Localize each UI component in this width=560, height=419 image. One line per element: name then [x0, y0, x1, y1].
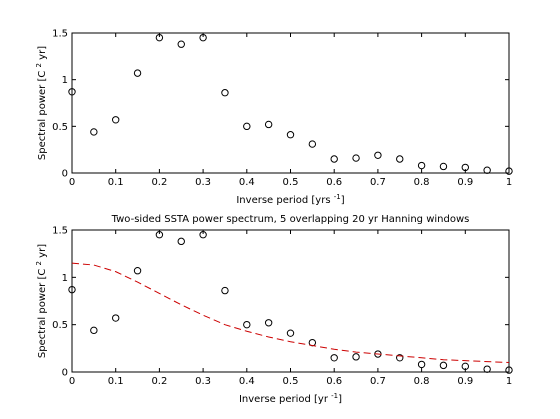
- chart-1-series-1-point: [286, 131, 295, 139]
- chart-2-xtick-label: 0.8: [414, 376, 430, 387]
- chart-1-xtick-label: 1: [506, 177, 512, 188]
- chart-1-ytick-label: 0.5: [52, 122, 68, 133]
- chart-1-xtick-label: 0.9: [457, 177, 473, 188]
- chart-1-series-1-point: [243, 122, 251, 131]
- chart-1-xtick-label: 0.1: [108, 177, 124, 188]
- chart-1-series-1-point: [155, 33, 164, 42]
- chart-2-series-1-point: [396, 354, 404, 362]
- chart-2-series-1-point: [199, 231, 207, 239]
- chart-2-series-1-point: [505, 366, 513, 374]
- chart-2-series-1-point: [417, 360, 426, 369]
- chart-2-ylabel: Spectral power [C 2 yr]: [35, 244, 48, 358]
- chart-2-ytick-label: 0: [62, 368, 68, 379]
- chart-2-series-1-point: [330, 354, 338, 362]
- chart-1-series-1-point: [417, 161, 426, 170]
- chart-1-series-1-point: [90, 128, 98, 136]
- chart-2-series-1-point: [264, 319, 273, 327]
- chart-2: 0 0.1 0.2 0.3 0.4 0.5 0.6 0.7 0.8 0.9 1 0 0.5 1 1.5 Inv…: [35, 214, 513, 405]
- chart-2-xtick-label: 0.1: [108, 376, 124, 387]
- chart-1-ytick-label: 1.5: [52, 29, 68, 40]
- chart-1-xtick-label: 0.7: [370, 177, 386, 188]
- chart-1-series-1-point: [112, 116, 120, 124]
- chart-2-ytick-label: 0.5: [52, 320, 68, 331]
- chart-1: 0 0.1 0.2 0.3 0.4 0.5 0.6 0.7 0.8 0.9 1 0 0.5 1 1.5 Inv…: [35, 29, 513, 206]
- chart-1-series-1-point: [483, 166, 491, 174]
- chart-2-xtick-label: 0: [69, 376, 75, 387]
- chart-2-series-1-point: [133, 267, 142, 275]
- chart-1-xtick-label: 0.5: [283, 177, 299, 188]
- chart-2-xtick-label: 0.4: [239, 376, 255, 387]
- chart-2-series-1-point: [177, 237, 185, 246]
- chart-1-xtick-label: 0.4: [239, 177, 255, 188]
- chart-1-series-1-point: [396, 155, 404, 163]
- chart-2-series-1-point: [155, 231, 164, 239]
- chart-2-series-1-point: [483, 365, 491, 373]
- chart-1-ytick-label: 1: [62, 75, 68, 86]
- chart-1-series-1-point: [264, 120, 273, 129]
- chart-1-xtick-label: 0.2: [151, 177, 167, 188]
- chart-2-xtick-label: 0.5: [283, 376, 299, 387]
- chart-2-ytick-label: 1.5: [52, 226, 68, 237]
- chart-2-series-1-point: [461, 362, 469, 371]
- chart-1-xtick-label: 0.8: [414, 177, 430, 188]
- chart-2-xtick-label: 0.2: [151, 376, 167, 387]
- chart-2-xlabel: Inverse period [yr -1]: [239, 392, 342, 405]
- chart-2-series-1-point: [439, 361, 448, 370]
- chart-2-axes-frame: [71, 229, 510, 373]
- chart-2-xtick-label: 0.7: [370, 376, 386, 387]
- chart-1-series-1-point: [221, 89, 229, 97]
- chart-2-series-1-point: [68, 285, 76, 294]
- chart-2-series-1-point: [221, 286, 229, 295]
- chart-2-series-1-point: [286, 329, 295, 337]
- chart-1-series-1-point: [505, 167, 513, 175]
- chart-1-xlabel: Inverse period [yrs -1]: [236, 193, 344, 206]
- chart-2-xtick-label: 0.9: [457, 376, 473, 387]
- chart-2-ytick-label: 1: [62, 273, 68, 284]
- chart-1-series-1-point: [133, 69, 142, 77]
- chart-1-series-1-point: [330, 155, 338, 163]
- chart-2-series-1-point: [352, 353, 360, 361]
- chart-2-xtick-label: 0.3: [195, 376, 211, 387]
- chart-2-xtick-label: 0.6: [326, 376, 342, 387]
- chart-2-series-1-point: [112, 314, 120, 322]
- chart-2-series-1-point: [90, 326, 98, 335]
- chart-1-series-1-point: [439, 162, 448, 171]
- chart-1-xtick-label: 0.6: [326, 177, 342, 188]
- chart-1-series-1-point: [199, 33, 207, 42]
- chart-1-series-1-point: [68, 88, 76, 96]
- chart-1-xtick-label: 0: [69, 177, 75, 188]
- chart-1-series-1-point: [308, 140, 317, 148]
- chart-1-series-1-point: [374, 151, 382, 159]
- chart-1-series-1-point: [177, 40, 185, 48]
- chart-2-title: Two-sided SSTA power spectrum, 5 overlap…: [111, 214, 470, 225]
- chart-1-series-1-point: [461, 163, 469, 172]
- chart-2-xtick-label: 1: [506, 376, 512, 387]
- chart-1-axes-frame: [71, 32, 510, 174]
- chart-1-ytick-label: 0: [62, 169, 68, 180]
- chart-2-series-2-line: [71, 262, 510, 364]
- chart-1-ylabel: Spectral power [C 2 yr]: [35, 46, 48, 160]
- chart-1-series-1-point: [352, 154, 360, 162]
- chart-2-series-1-point: [243, 320, 251, 329]
- chart-1-xtick-label: 0.3: [195, 177, 211, 188]
